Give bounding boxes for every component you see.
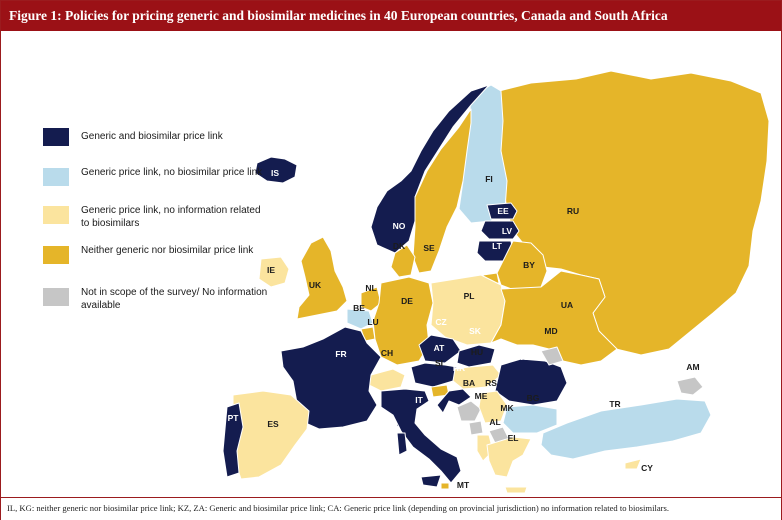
label-IS: IS (271, 168, 279, 178)
legend-swatch (43, 288, 69, 306)
country-IT (420, 474, 442, 488)
label-UK: UK (309, 280, 322, 290)
label-SK: SK (469, 326, 482, 336)
map-area: IS NO SE FI RU EE LV LT DK IE UK NL BE L… (1, 31, 781, 497)
label-AM: AM (686, 362, 699, 372)
country-DE (372, 276, 434, 366)
country-PT (222, 402, 244, 478)
label-LU: LU (367, 317, 378, 327)
label-EL: EL (508, 433, 519, 443)
country-MT (440, 482, 450, 490)
label-CY: CY (641, 463, 653, 473)
country-HU (452, 364, 502, 390)
country-RO (494, 358, 568, 406)
label-NL: NL (365, 283, 376, 293)
label-BG: BG (527, 393, 540, 403)
label-MT: MT (457, 480, 470, 490)
label-RU: RU (567, 206, 579, 216)
label-HU: HU (471, 347, 483, 357)
label-SI: SI (435, 358, 443, 368)
legend-label: Generic and biosimilar price link (81, 131, 223, 142)
label-FI: FI (485, 174, 493, 184)
label-NO: NO (393, 221, 406, 231)
label-PL: PL (464, 291, 475, 301)
label-BA: BA (463, 378, 475, 388)
label-HR: HR (453, 363, 465, 373)
country-IT (396, 432, 408, 456)
country-labels: IS NO SE FI RU EE LV LT DK IE UK NL BE L… (228, 168, 700, 490)
label-BE: BE (353, 303, 365, 313)
label-PT: PT (228, 413, 240, 423)
country-BE (346, 308, 374, 330)
legend-swatch (43, 168, 69, 186)
country-IT (380, 388, 462, 484)
legend-swatch (43, 246, 69, 264)
legend-label: Neither generic nor biosimilar price lin… (81, 245, 254, 256)
label-DK: DK (393, 241, 406, 251)
label-LT: LT (492, 241, 503, 251)
country-HR (436, 388, 472, 414)
country-LV (480, 220, 520, 240)
legend-label: Generic price link, no biosimilar price … (81, 167, 263, 178)
footnote: IL, KG: neither generic nor biosimilar p… (7, 503, 670, 513)
country-BG (502, 404, 558, 434)
footnote-bar: IL, KG: neither generic nor biosimilar p… (1, 497, 781, 520)
country-TR (540, 398, 712, 460)
figure-title: Figure 1: Policies for pricing generic a… (9, 8, 668, 23)
label-CZ: CZ (435, 317, 446, 327)
country-RS (478, 390, 508, 424)
legend-swatch (43, 206, 69, 224)
country-PL (430, 274, 506, 346)
label-RS: RS (485, 378, 497, 388)
country-UA (490, 270, 618, 366)
label-SE: SE (423, 243, 435, 253)
label-LV: LV (502, 226, 513, 236)
country-NL (360, 286, 382, 312)
label-MK: MK (500, 403, 514, 413)
country-MD (540, 346, 564, 366)
country-EL (486, 436, 532, 478)
country-CH (368, 368, 406, 392)
label-RO: RO (517, 352, 530, 362)
label-FR: FR (335, 349, 346, 359)
legend-label: Not in scope of the survey/ No informati… (81, 287, 268, 311)
country-SK (456, 344, 496, 368)
label-BY: BY (523, 260, 535, 270)
europe-map: IS NO SE FI RU EE LV LT DK IE UK NL BE L… (222, 70, 770, 494)
legend-label: Generic price link, no information relat… (81, 205, 261, 229)
label-IE: IE (267, 265, 275, 275)
label-IT: IT (415, 395, 423, 405)
label-ES: ES (267, 419, 279, 429)
label-DE: DE (401, 296, 413, 306)
country-SE (412, 108, 472, 274)
country-IE (258, 256, 290, 288)
label-MD: MD (544, 326, 557, 336)
label-ME: ME (475, 391, 488, 401)
country-EL (504, 486, 528, 494)
country-EE (486, 202, 518, 220)
country-ES (232, 390, 310, 480)
title-bar: Figure 1: Policies for pricing generic a… (1, 1, 781, 31)
label-EE: EE (497, 206, 509, 216)
country-ME (468, 420, 484, 436)
country-UK (296, 236, 348, 320)
country-RU (498, 70, 770, 356)
label-TR: TR (609, 399, 620, 409)
country-IS (254, 156, 298, 184)
label-CH: CH (381, 348, 393, 358)
country-NO (370, 84, 490, 254)
label-AL: AL (489, 417, 500, 427)
country-AM (676, 376, 704, 396)
country-BY (496, 240, 548, 292)
label-UA: UA (561, 300, 573, 310)
country-DK (390, 244, 416, 278)
country-BA (456, 400, 482, 422)
legend-swatch (43, 128, 69, 146)
country-CY (624, 458, 642, 470)
label-AT: AT (434, 343, 446, 353)
